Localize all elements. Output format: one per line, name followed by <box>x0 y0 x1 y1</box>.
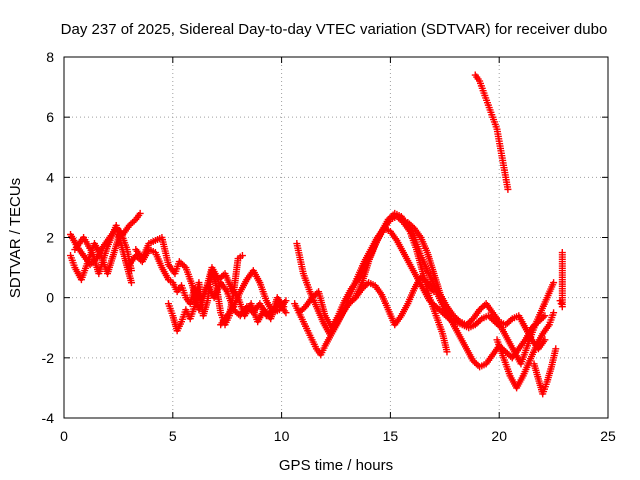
data-point <box>282 309 290 317</box>
y-tick-label: 6 <box>46 109 54 125</box>
y-tick-label: -2 <box>42 350 55 366</box>
trace-marker <box>454 316 462 324</box>
trace-marker <box>507 316 515 324</box>
data-point <box>550 279 558 287</box>
data-point <box>552 345 560 353</box>
data-point <box>282 297 290 305</box>
x-tick-label: 25 <box>600 428 616 444</box>
series-trace-p <box>556 249 566 311</box>
data-point <box>558 249 566 257</box>
y-tick-label: 4 <box>46 169 54 185</box>
series-trace-n <box>530 345 560 398</box>
series-trace-g <box>217 267 290 329</box>
grid-layer <box>64 57 608 418</box>
data-point <box>238 252 246 260</box>
y-tick-label: -4 <box>42 410 55 426</box>
series-trace-e <box>132 234 288 326</box>
x-axis-label: GPS time / hours <box>279 457 393 474</box>
y-tick-label: 8 <box>46 49 54 65</box>
series-trace-c <box>71 221 135 287</box>
x-tick-label: 20 <box>491 428 507 444</box>
trace-marker <box>539 313 547 321</box>
trace-marker <box>130 217 138 225</box>
series-trace-b <box>67 227 135 284</box>
x-tick-label: 0 <box>60 428 68 444</box>
data-point <box>127 279 135 287</box>
y-axis-label: SDTVAR / TECUs <box>7 178 24 298</box>
data-point <box>550 309 558 317</box>
x-tick-label: 10 <box>274 428 290 444</box>
y-tick-label: 0 <box>46 290 54 306</box>
y-tick-label: 2 <box>46 230 54 246</box>
data-point <box>136 209 144 217</box>
data-point <box>443 348 451 356</box>
points-layer <box>67 71 566 398</box>
series-trace-k <box>352 209 549 371</box>
x-tick-label: 15 <box>383 428 399 444</box>
trace-marker <box>180 262 188 270</box>
data-point <box>541 312 549 320</box>
x-tick-label: 5 <box>169 428 177 444</box>
series-trace-o <box>471 71 512 193</box>
series-trace-j <box>293 240 438 338</box>
series-trace-m <box>493 309 558 392</box>
data-point <box>504 185 512 193</box>
chart-title: Day 237 of 2025, Sidereal Day-to-day VTE… <box>61 21 608 38</box>
ticks-layer: 0 5 10 15 20 25 -4 -2 0 2 4 6 8 <box>42 49 616 444</box>
trace-marker <box>476 316 484 324</box>
